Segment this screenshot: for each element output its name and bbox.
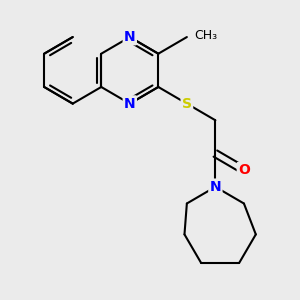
Text: O: O [238,163,250,177]
Text: N: N [124,30,136,44]
Text: N: N [124,97,136,111]
Text: N: N [210,180,221,194]
Text: S: S [182,97,192,111]
Text: CH₃: CH₃ [194,29,217,42]
